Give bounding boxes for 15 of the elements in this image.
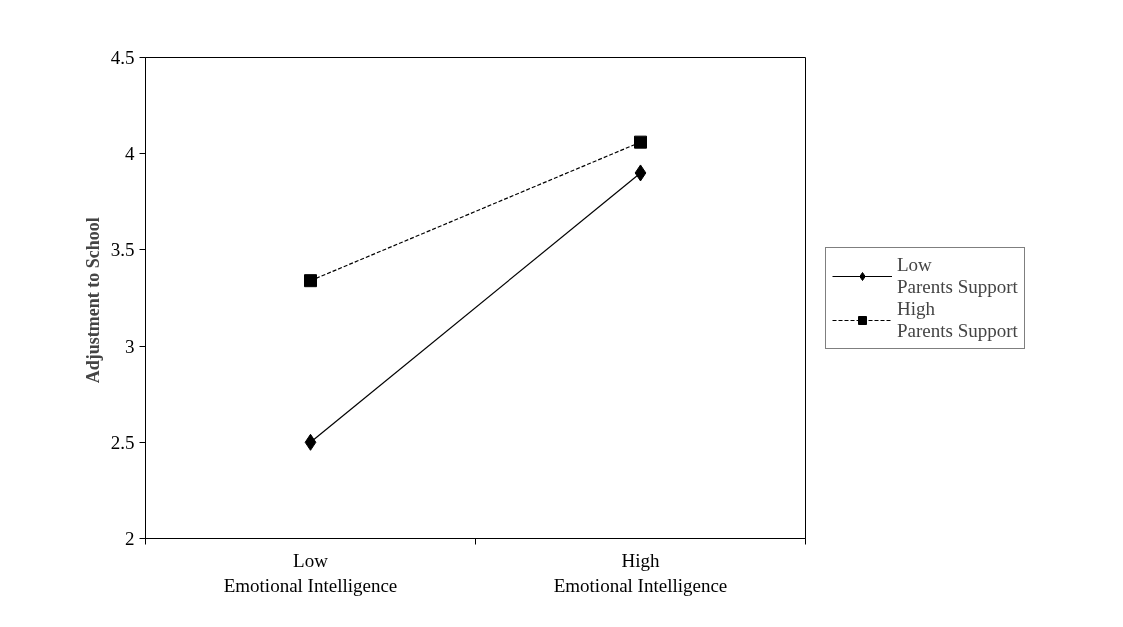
y-tick-label: 2.5	[110, 431, 135, 453]
y-tick-label: 3	[125, 335, 135, 357]
y-tick-label: 4	[125, 143, 135, 165]
legend-label: Low Parents Support	[897, 253, 1018, 298]
x-tick-label: Low Emotional Intelligence	[223, 549, 398, 596]
point	[634, 135, 647, 149]
point	[304, 274, 317, 288]
legend-label: High Parents Support	[897, 297, 1018, 342]
y-tick-label: 2	[125, 528, 135, 549]
y-axis-title: Adjustment to School	[82, 217, 103, 384]
x-tick-label: High Emotional Intelligence	[553, 549, 728, 596]
point	[304, 433, 317, 451]
y-tick-label: 3.5	[110, 239, 135, 261]
point	[634, 164, 647, 182]
y-tick-label: 4.5	[110, 47, 135, 68]
